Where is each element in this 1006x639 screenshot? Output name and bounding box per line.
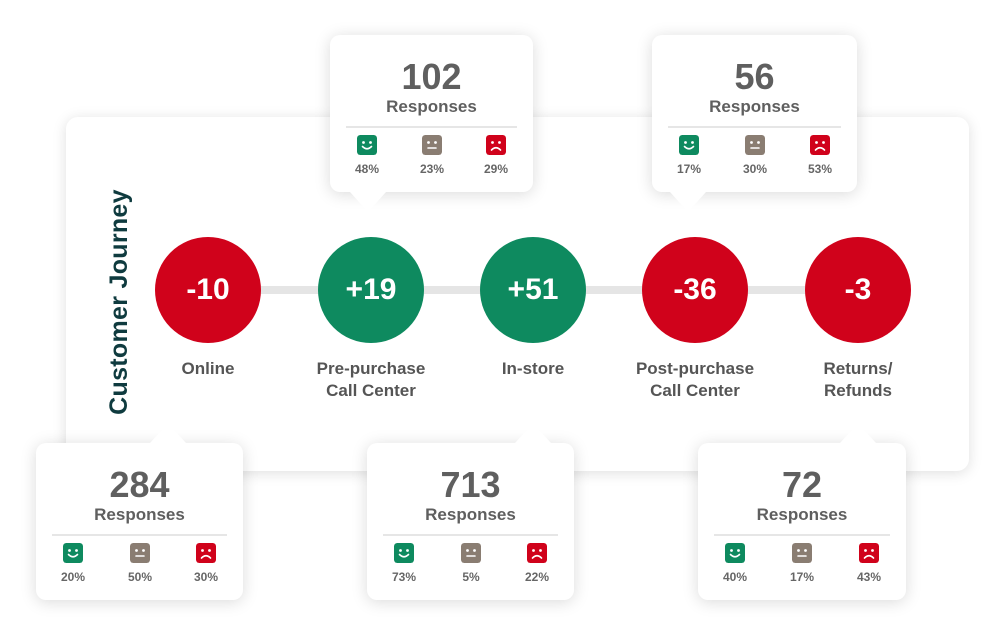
score-circle: -3: [805, 237, 911, 343]
positive-stat: 48%: [337, 135, 397, 176]
sentiment-breakdown: 73% 5% 22%: [367, 543, 574, 587]
card-pointer: [350, 192, 386, 212]
frown-face-icon: [859, 543, 879, 563]
positive-stat: 73%: [374, 543, 434, 584]
frown-face-icon: [486, 135, 506, 155]
positive-stat: 17%: [659, 135, 719, 176]
positive-pct: 40%: [722, 570, 748, 584]
negative-pct: 53%: [807, 162, 833, 176]
neutral-pct: 17%: [789, 570, 815, 584]
sentiment-breakdown: 17% 30% 53%: [652, 135, 857, 179]
card-divider: [668, 126, 841, 128]
neutral-face-icon: [745, 135, 765, 155]
frown-face-icon: [810, 135, 830, 155]
responses-label: Responses: [94, 505, 185, 524]
neutral-stat: 23%: [402, 135, 462, 176]
stage-label: Pre-purchase Call Center: [276, 358, 466, 402]
stage-label: Post-purchase Call Center: [600, 358, 790, 402]
positive-pct: 17%: [676, 162, 702, 176]
score-circle: -36: [642, 237, 748, 343]
card-pointer: [515, 423, 551, 443]
stage-label: Returns/Refunds: [763, 358, 953, 402]
neutral-face-icon: [461, 543, 481, 563]
response-count: 713: [440, 464, 501, 505]
negative-stat: 30%: [176, 543, 236, 584]
neutral-face-icon: [422, 135, 442, 155]
smiley-face-icon: [63, 543, 83, 563]
negative-stat: 43%: [839, 543, 899, 584]
responses-label: Responses: [386, 97, 477, 116]
stage-label-line: Returns/: [823, 359, 893, 378]
stage-label-line: Post-purchase: [635, 359, 755, 378]
positive-stat: 20%: [43, 543, 103, 584]
stage-label-line: Online: [181, 359, 235, 378]
positive-pct: 73%: [391, 570, 417, 584]
card-divider: [383, 534, 558, 536]
negative-pct: 30%: [193, 570, 219, 584]
responses-label: Responses: [709, 97, 800, 116]
score-circle: +19: [318, 237, 424, 343]
response-card: 72 Responses 40% 17% 43%: [698, 423, 906, 600]
frown-face-icon: [527, 543, 547, 563]
negative-pct: 29%: [483, 162, 509, 176]
smiley-face-icon: [679, 135, 699, 155]
stage-label: Online: [113, 358, 303, 380]
negative-stat: 22%: [507, 543, 567, 584]
responses-label: Responses: [756, 505, 848, 524]
score-circle: -10: [155, 237, 261, 343]
stage-node[interactable]: +19: [318, 237, 424, 343]
stage-label-line: Call Center: [650, 381, 740, 400]
response-card: 713 Responses 73% 5% 22%: [367, 423, 574, 600]
card-pointer: [670, 192, 706, 212]
card-pointer: [840, 423, 876, 443]
neutral-pct: 23%: [419, 162, 445, 176]
neutral-stat: 30%: [725, 135, 785, 176]
card-pointer: [150, 423, 186, 443]
stage-label-line: In-store: [501, 359, 565, 378]
frown-face-icon: [196, 543, 216, 563]
neutral-face-icon: [130, 543, 150, 563]
neutral-stat: 5%: [441, 543, 501, 584]
journey-title: Customer Journey: [105, 189, 133, 415]
card-divider: [714, 534, 890, 536]
positive-pct: 48%: [354, 162, 380, 176]
response-card: 56 Responses 17% 30% 53%: [652, 35, 857, 212]
stage-node[interactable]: -10: [155, 237, 261, 343]
positive-stat: 40%: [705, 543, 765, 584]
negative-pct: 22%: [524, 570, 550, 584]
card-divider: [52, 534, 227, 536]
score-circle: +51: [480, 237, 586, 343]
stage-label-line: Pre-purchase: [316, 359, 426, 378]
response-count: 56: [734, 56, 775, 97]
smiley-face-icon: [725, 543, 745, 563]
positive-pct: 20%: [60, 570, 86, 584]
stage-node[interactable]: -36: [642, 237, 748, 343]
sentiment-breakdown: 40% 17% 43%: [698, 543, 906, 587]
response-card: 284 Responses 20% 50% 30%: [36, 423, 243, 600]
neutral-stat: 17%: [772, 543, 832, 584]
stage-label: In-store: [438, 358, 628, 380]
sentiment-breakdown: 20% 50% 30%: [36, 543, 243, 587]
neutral-pct: 50%: [127, 570, 153, 584]
neutral-pct: 5%: [462, 570, 480, 584]
neutral-stat: 50%: [110, 543, 170, 584]
neutral-face-icon: [792, 543, 812, 563]
response-card: 102 Responses 48% 23% 29%: [330, 35, 533, 212]
stage-node[interactable]: +51: [480, 237, 586, 343]
negative-stat: 29%: [466, 135, 526, 176]
responses-label: Responses: [425, 505, 516, 524]
negative-stat: 53%: [790, 135, 850, 176]
smiley-face-icon: [394, 543, 414, 563]
negative-pct: 43%: [856, 570, 882, 584]
card-divider: [346, 126, 517, 128]
neutral-pct: 30%: [742, 162, 768, 176]
sentiment-breakdown: 48% 23% 29%: [330, 135, 533, 179]
stage-label-line: Call Center: [326, 381, 416, 400]
response-count: 284: [109, 464, 170, 505]
response-count: 102: [401, 56, 462, 97]
response-count: 72: [781, 464, 823, 505]
smiley-face-icon: [357, 135, 377, 155]
stage-node[interactable]: -3: [805, 237, 911, 343]
stage-label-line: Refunds: [824, 381, 892, 400]
